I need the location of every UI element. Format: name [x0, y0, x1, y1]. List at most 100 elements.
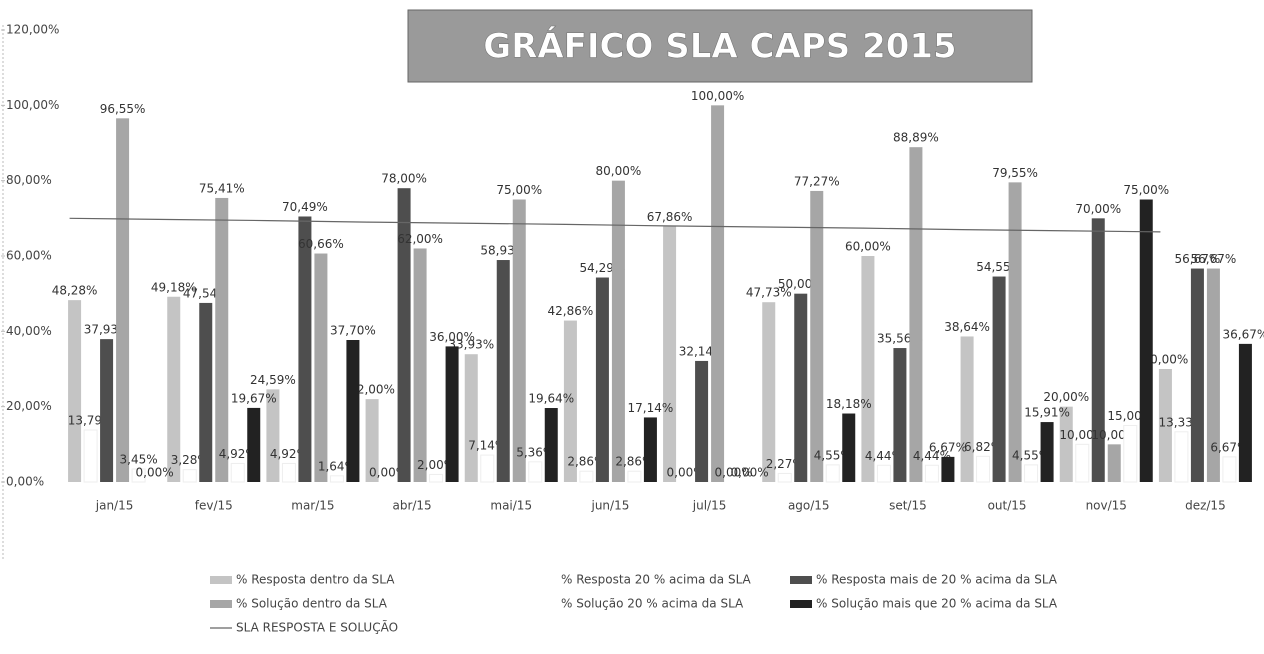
x-tick-label: mai/15 [490, 499, 532, 513]
bar [480, 454, 495, 483]
bar [314, 253, 328, 482]
y-tick-label: 40,00% [6, 324, 52, 338]
bar [1107, 444, 1121, 482]
bar [1174, 431, 1189, 483]
x-tick-label: mar/15 [291, 499, 334, 513]
bar [496, 260, 510, 482]
data-label: 0,00% [136, 466, 174, 480]
data-label: 22,00% [349, 383, 395, 397]
title-box [407, 9, 1033, 83]
data-label: 36,67% [1223, 327, 1264, 341]
data-label: 36,00% [429, 330, 475, 344]
bar [329, 475, 344, 483]
bar [695, 360, 709, 482]
data-label: 100,00% [691, 89, 744, 103]
data-label: 79,55% [992, 166, 1038, 180]
bar [976, 455, 991, 483]
bar [924, 464, 939, 483]
data-label: 96,55% [100, 102, 146, 116]
y-tick-label: 120,00% [6, 23, 59, 37]
legend-label: SLA RESPOSTA E SOLUÇÃO [236, 620, 398, 635]
x-tick-label: dez/15 [1185, 499, 1226, 513]
data-label: 3,45% [120, 453, 158, 467]
y-tick-label: 0,00% [6, 475, 44, 489]
data-label: 88,89% [893, 131, 939, 145]
bar [595, 277, 609, 482]
legend-label: % Resposta mais de 20 % acima da SLA [816, 573, 1058, 587]
data-label: 33,93% [448, 338, 494, 352]
data-label: 70,49% [282, 200, 328, 214]
x-tick-label: out/15 [988, 499, 1027, 513]
bar [876, 464, 891, 483]
bar [1123, 425, 1138, 483]
bar [68, 300, 82, 482]
bar [992, 276, 1006, 482]
data-label: 80,00% [596, 164, 642, 178]
bar [762, 302, 776, 482]
bar [1008, 182, 1022, 482]
y-tick-label: 80,00% [6, 173, 52, 187]
legend-swatch [790, 576, 812, 584]
data-label: 17,14% [628, 401, 674, 415]
data-label: 60,66% [298, 237, 344, 251]
data-label: 6,67% [929, 440, 967, 454]
bar [579, 470, 594, 483]
bar [413, 248, 427, 482]
bar [861, 256, 875, 482]
data-label: 67,86% [647, 210, 693, 224]
legend-label: % Resposta dentro da SLA [236, 573, 395, 587]
data-label: 48,28% [52, 284, 98, 298]
bar [247, 407, 261, 482]
data-label: 56,67% [1175, 252, 1221, 266]
data-label: 20,00% [1043, 390, 1089, 404]
data-label: 19,67% [231, 391, 277, 405]
data-label: 75,00% [1123, 183, 1169, 197]
x-tick-label: abr/15 [392, 499, 431, 513]
data-label: 15,91% [1024, 406, 1070, 420]
legend-swatch [210, 576, 232, 584]
bar [1139, 199, 1153, 482]
x-tick-label: jun/15 [590, 499, 629, 513]
data-label: 60,00% [845, 240, 891, 254]
bar [1222, 456, 1237, 483]
bar [663, 226, 677, 482]
x-tick-label: set/15 [889, 499, 927, 513]
bar [711, 105, 725, 482]
x-tick-label: jul/15 [692, 499, 727, 513]
bar [1158, 369, 1172, 482]
bar [1190, 268, 1204, 482]
data-label: 19,64% [528, 392, 574, 406]
data-label: 24,59% [250, 373, 296, 387]
y-tick-label: 100,00% [6, 98, 59, 112]
bar [281, 462, 296, 483]
bar [1091, 218, 1105, 483]
bar [563, 320, 577, 482]
bar [909, 147, 923, 482]
bar [1206, 268, 1220, 482]
bar [445, 346, 459, 482]
bar [365, 399, 379, 482]
legend-label: % Solução mais que 20 % acima da SLA [816, 597, 1058, 611]
bar [199, 302, 213, 482]
legend-swatch [535, 600, 557, 608]
bar [627, 470, 642, 483]
legend-label: % Resposta 20 % acima da SLA [561, 573, 752, 587]
bar [643, 417, 657, 482]
bar [1075, 443, 1090, 483]
data-label: 42,86% [548, 304, 594, 318]
line-series [69, 217, 1161, 233]
data-label: 70,00% [1075, 202, 1121, 216]
bar [777, 472, 792, 483]
data-label: 30,00% [1143, 353, 1189, 367]
x-tick-label: ago/15 [788, 499, 830, 513]
x-tick-label: nov/15 [1086, 499, 1127, 513]
bar [941, 456, 955, 482]
bar [116, 118, 130, 482]
y-tick-label: 60,00% [6, 249, 52, 263]
bar [810, 190, 824, 483]
data-label: 77,27% [794, 174, 840, 188]
bar [397, 188, 411, 482]
bar [1040, 422, 1054, 482]
data-label: 49,18% [151, 280, 197, 294]
x-tick-label: fev/15 [195, 499, 233, 513]
